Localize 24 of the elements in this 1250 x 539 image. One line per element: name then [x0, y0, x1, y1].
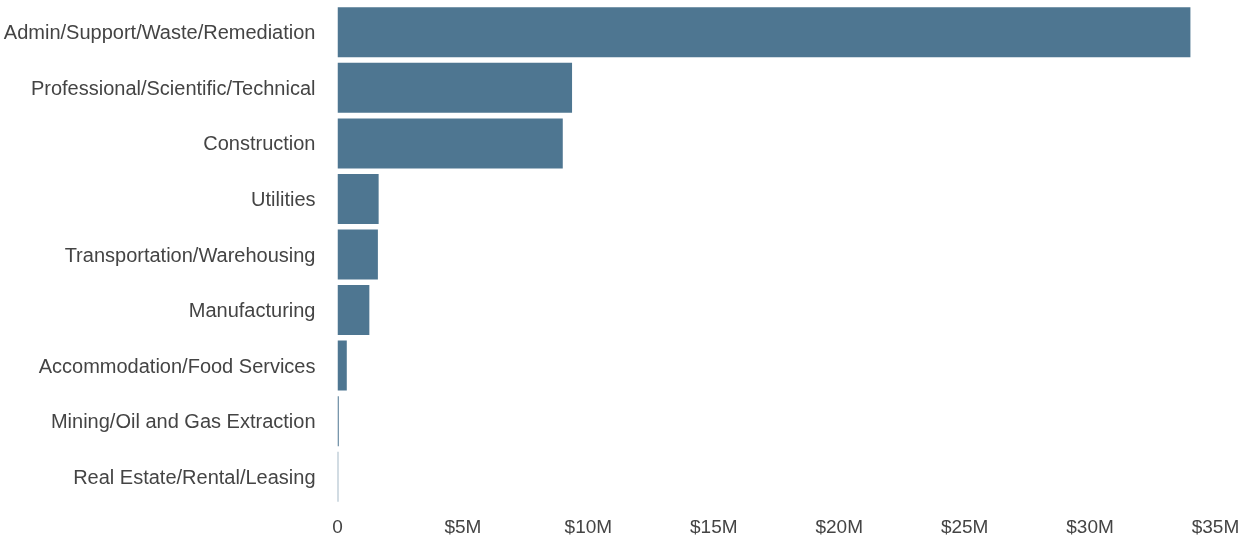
y-tick-label: Construction [203, 132, 316, 155]
y-tick-label: Accommodation/Food Services [38, 354, 316, 377]
x-tick-label: $25M [940, 515, 989, 537]
bar [337, 7, 1191, 58]
bar [337, 285, 370, 336]
bar [337, 62, 573, 113]
y-tick-label: Manufacturing [188, 299, 316, 322]
bar [337, 340, 347, 391]
x-tick-label: $30M [1066, 515, 1114, 537]
y-tick-label: Transportation/Warehousing [64, 243, 316, 266]
y-tick-label: Professional/Scientific/Technical [30, 76, 316, 99]
bar [337, 229, 378, 280]
x-tick-label: $5M [444, 515, 482, 537]
bar [337, 173, 379, 224]
x-tick-label: $35M [1191, 515, 1240, 537]
x-tick-label: $15M [690, 515, 738, 537]
y-tick-label: Real Estate/Rental/Leasing [73, 465, 316, 488]
x-tick-label: $10M [564, 515, 613, 537]
x-tick-label: 0 [332, 515, 343, 537]
x-tick-label: $20M [815, 515, 863, 537]
y-tick-label: Mining/Oil and Gas Extraction [50, 410, 316, 433]
y-tick-label: Utilities [251, 187, 316, 210]
bar [337, 118, 563, 169]
y-tick-label: Admin/Support/Waste/Remediation [3, 21, 316, 44]
